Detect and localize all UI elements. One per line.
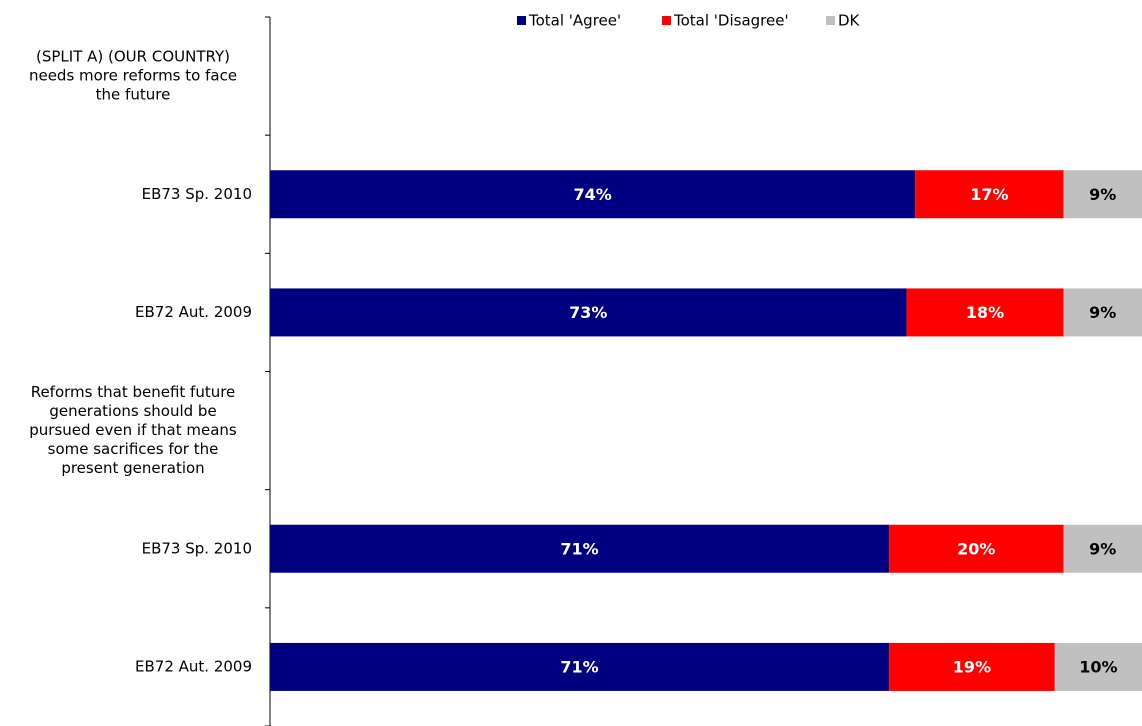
category-label: EB72 Aut. 2009 bbox=[135, 657, 252, 675]
bar-segment-totalagree bbox=[270, 642, 890, 691]
legend-label: Total 'Agree' bbox=[528, 12, 621, 30]
legend-label: Total 'Disagree' bbox=[673, 12, 789, 30]
bar-segment-totalagree bbox=[270, 170, 916, 219]
bar-segment-totaldisagree bbox=[889, 524, 1064, 573]
category-label: EB73 Sp. 2010 bbox=[142, 539, 252, 557]
data-label: 9% bbox=[1089, 185, 1116, 204]
data-label: 18% bbox=[966, 303, 1004, 322]
data-label: 9% bbox=[1089, 303, 1116, 322]
data-label: 71% bbox=[560, 657, 598, 676]
data-label: 74% bbox=[573, 185, 611, 204]
data-label: 10% bbox=[1079, 657, 1117, 676]
bar-segment-totaldisagree bbox=[906, 288, 1064, 337]
legend-label: DK bbox=[838, 12, 861, 30]
row-heading-label: (SPLIT A) (OUR COUNTRY) bbox=[36, 48, 230, 66]
legend-swatch bbox=[826, 16, 835, 25]
row-heading-label: the future bbox=[96, 86, 171, 104]
data-label: 20% bbox=[957, 539, 995, 558]
row-heading-label: some sacrifices for the bbox=[48, 440, 219, 458]
bar-segment-totaldisagree bbox=[915, 170, 1064, 219]
category-label: EB73 Sp. 2010 bbox=[142, 185, 252, 203]
row-heading-label: Reforms that benefit future bbox=[31, 383, 236, 401]
row-heading-label: needs more reforms to face bbox=[29, 67, 237, 85]
legend-swatch bbox=[662, 16, 671, 25]
legend-swatch bbox=[517, 16, 526, 25]
bar-segment-totalagree bbox=[270, 288, 907, 337]
data-label: 17% bbox=[970, 185, 1008, 204]
bar-segment-totaldisagree bbox=[889, 642, 1055, 691]
data-label: 71% bbox=[560, 539, 598, 558]
category-label: EB72 Aut. 2009 bbox=[135, 303, 252, 321]
bar-segment-dk bbox=[1054, 642, 1142, 691]
bar-segment-dk bbox=[1063, 170, 1142, 219]
row-heading-label: present generation bbox=[61, 459, 204, 477]
bar-segment-totalagree bbox=[270, 524, 890, 573]
data-label: 19% bbox=[953, 657, 991, 676]
bar-segment-dk bbox=[1063, 288, 1142, 337]
row-heading-label: generations should be bbox=[49, 402, 216, 420]
row-heading-label: pursued even if that means bbox=[29, 421, 237, 439]
data-label: 73% bbox=[569, 303, 607, 322]
bar-segment-dk bbox=[1063, 524, 1142, 573]
data-label: 9% bbox=[1089, 539, 1116, 558]
